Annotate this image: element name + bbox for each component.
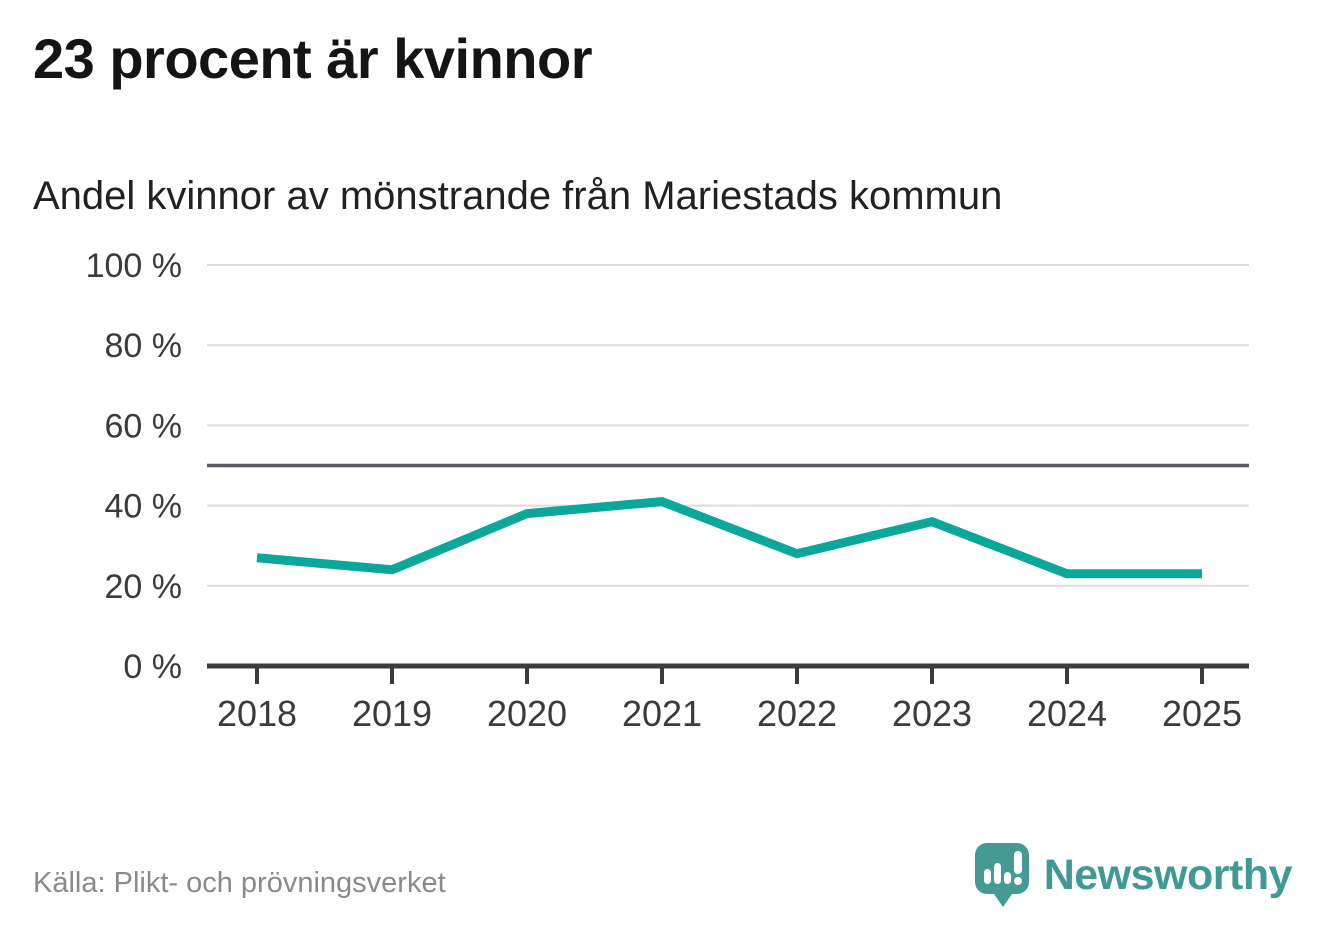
y-tick-label: 40 % bbox=[105, 488, 183, 526]
y-tick-label: 80 % bbox=[105, 327, 183, 365]
y-tick-label: 20 % bbox=[105, 568, 183, 606]
source-note: Källa: Plikt- och prövningsverket bbox=[33, 867, 446, 899]
y-tick-label: 100 % bbox=[86, 247, 182, 285]
newsworthy-speech-bubble-chart-icon bbox=[974, 843, 1029, 907]
chart-subtitle: Andel kvinnor av mönstrande från Mariest… bbox=[33, 174, 1003, 218]
series-line bbox=[256, 497, 1202, 579]
x-tick-label: 2022 bbox=[757, 693, 837, 734]
x-tick-label: 2020 bbox=[487, 693, 567, 734]
y-tick-label: 60 % bbox=[105, 407, 183, 445]
page-title: 23 procent är kvinnor bbox=[33, 27, 593, 90]
x-tick-label: 2018 bbox=[217, 693, 297, 734]
x-tick-label: 2019 bbox=[352, 693, 432, 734]
brand-name: Newsworthy bbox=[1043, 850, 1293, 899]
x-tick-label: 2024 bbox=[1027, 693, 1107, 734]
y-tick-label: 0 % bbox=[123, 648, 182, 686]
newsworthy-logo: Newsworthy bbox=[974, 842, 1293, 908]
x-tick-label: 2021 bbox=[622, 693, 702, 734]
x-tick-label: 2025 bbox=[1162, 693, 1242, 734]
x-tick-label: 2023 bbox=[892, 693, 972, 734]
